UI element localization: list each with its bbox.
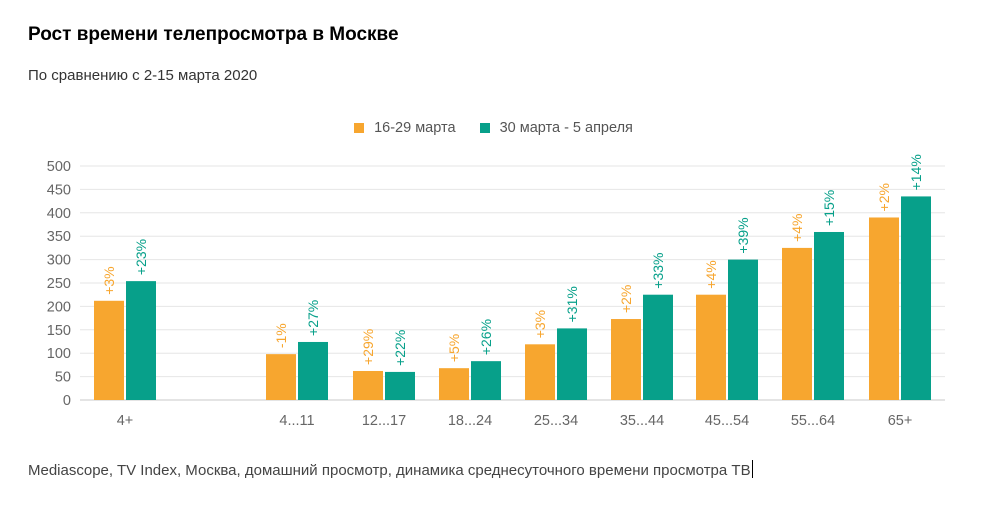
- chart-title: Рост времени телепросмотра в Москве: [28, 24, 399, 45]
- bar-series1: [611, 319, 641, 400]
- x-tick-label: 45...54: [705, 413, 749, 429]
- bar-series1: [696, 294, 726, 400]
- y-tick-label: 400: [47, 206, 71, 222]
- x-tick-label: 35...44: [620, 413, 664, 429]
- x-tick-label: 65+: [888, 413, 913, 429]
- text-cursor: [751, 460, 753, 478]
- bar-series1: [525, 344, 555, 400]
- bar-series1: [782, 247, 812, 400]
- bar-series1: [353, 370, 383, 400]
- y-tick-label: 450: [47, 182, 71, 198]
- bar-series2: [814, 231, 844, 400]
- data-label-series2: +39%: [735, 217, 751, 253]
- legend-swatch-series2: [479, 123, 490, 133]
- y-tick-label: 0: [63, 393, 71, 409]
- bar-series1: [869, 217, 899, 400]
- source-text: Mediascope, TV Index, Москва, домашний п…: [28, 462, 751, 479]
- data-label-series1: +2%: [618, 285, 634, 313]
- bar-series2: [901, 196, 931, 400]
- data-label-series1: +3%: [532, 310, 548, 338]
- chart-subtitle: По сравнению с 2-15 марта 2020: [28, 67, 258, 84]
- data-label-series2: +23%: [133, 239, 149, 275]
- legend-label-series2: 30 марта - 5 апреля: [499, 120, 633, 136]
- legend-item-series2: 30 марта - 5 апреля: [479, 120, 633, 136]
- y-tick-label: 200: [47, 299, 71, 315]
- x-tick-label: 4+: [117, 413, 134, 429]
- bar-series2: [471, 361, 501, 400]
- data-label-series2: +14%: [908, 154, 924, 190]
- source-note: Mediascope, TV Index, Москва, домашний п…: [28, 460, 753, 479]
- x-tick-label: 4...11: [279, 413, 314, 429]
- bar-series1: [94, 300, 124, 400]
- data-label-series2: +22%: [392, 330, 408, 366]
- legend-label-series1: 16-29 марта: [374, 120, 456, 136]
- y-tick-label: 100: [47, 346, 71, 362]
- legend-item-series1: 16-29 марта: [354, 120, 456, 136]
- x-tick-label: 55...64: [791, 413, 835, 429]
- bar-series2: [298, 341, 328, 400]
- x-tick-label: 12...17: [362, 413, 406, 429]
- y-tick-label: 50: [55, 370, 71, 386]
- y-tick-label: 300: [47, 253, 71, 269]
- bar-series2: [643, 294, 673, 400]
- data-label-series1: +3%: [101, 266, 117, 294]
- data-label-series1: +2%: [876, 183, 892, 211]
- bar-series1: [266, 354, 296, 400]
- x-tick-label: 18...24: [448, 413, 492, 429]
- data-label-series2: +33%: [650, 252, 666, 288]
- data-label-series2: +27%: [305, 300, 321, 336]
- x-tick-label: 25...34: [534, 413, 578, 429]
- bar-series2: [385, 371, 415, 400]
- data-label-series1: -1%: [273, 323, 289, 348]
- y-tick-label: 350: [47, 229, 71, 245]
- data-label-series1: +4%: [789, 213, 805, 241]
- bar-series2: [728, 259, 758, 400]
- data-label-series2: +15%: [821, 190, 837, 226]
- legend-swatch-series1: [354, 123, 365, 133]
- bar-series1: [439, 368, 469, 400]
- y-tick-label: 500: [47, 159, 71, 175]
- data-label-series1: +4%: [703, 260, 719, 288]
- data-label-series2: +31%: [564, 286, 580, 322]
- legend: 16-29 марта 30 марта - 5 апреля: [0, 120, 987, 137]
- y-tick-label: 250: [47, 276, 71, 292]
- bar-series2: [557, 328, 587, 400]
- data-label-series2: +26%: [478, 319, 494, 355]
- bar-series2: [126, 281, 156, 400]
- data-label-series1: +5%: [446, 334, 462, 362]
- data-label-series1: +29%: [360, 329, 376, 365]
- y-tick-label: 150: [47, 323, 71, 339]
